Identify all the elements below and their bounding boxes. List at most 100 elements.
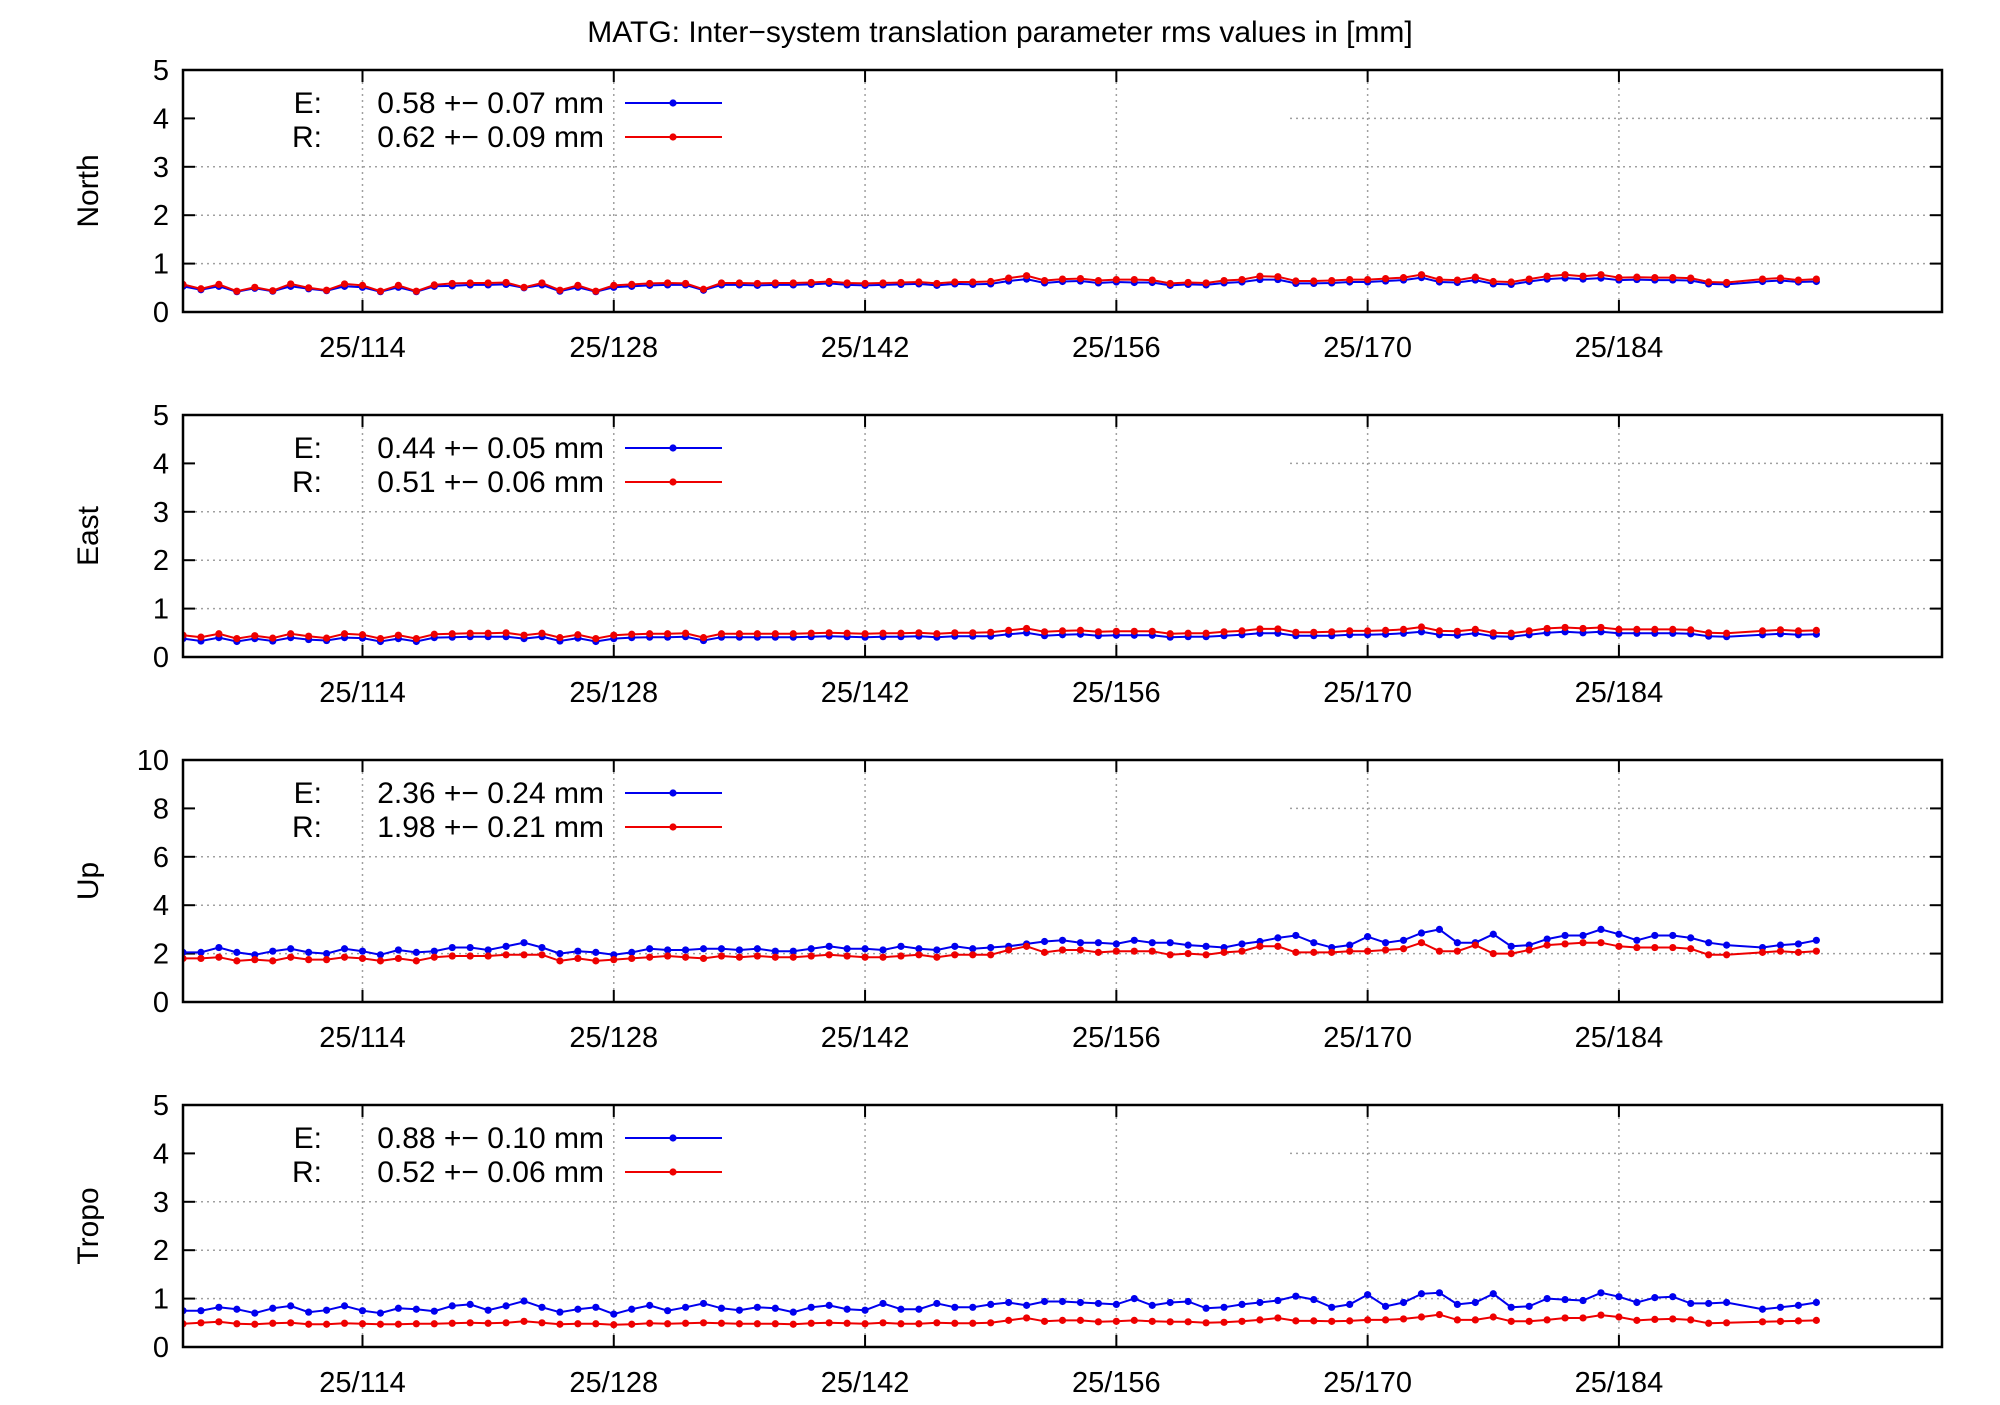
data-point	[322, 956, 331, 964]
data-point	[1274, 1314, 1282, 1322]
x-tick-label: 25/142	[821, 677, 910, 709]
data-point	[1364, 627, 1372, 635]
series-r	[183, 271, 1820, 295]
x-tick-label: 25/170	[1323, 1022, 1412, 1054]
data-point	[1292, 1292, 1300, 1300]
data-point	[1812, 1298, 1820, 1307]
data-point	[1058, 627, 1067, 635]
data-point	[269, 957, 277, 965]
data-point	[1723, 629, 1731, 637]
data-point	[789, 953, 797, 961]
data-point	[1256, 1316, 1264, 1324]
data-point	[520, 283, 528, 291]
data-point	[1776, 626, 1785, 634]
data-point	[1453, 947, 1461, 955]
data-point	[825, 942, 833, 950]
data-point	[1328, 628, 1336, 636]
data-point	[305, 632, 313, 640]
data-point	[538, 943, 546, 952]
data-point	[340, 1302, 349, 1310]
data-point	[664, 1307, 672, 1315]
data-point	[574, 1305, 582, 1313]
data-point	[1794, 276, 1803, 284]
data-point	[340, 630, 349, 638]
legend-series-name: E:	[294, 1122, 322, 1155]
data-point	[861, 279, 869, 288]
data-point	[1184, 629, 1192, 637]
y-tick-label: 0	[153, 1332, 169, 1364]
data-point	[502, 278, 510, 287]
data-point	[592, 1303, 600, 1311]
data-point	[1812, 626, 1820, 634]
data-point	[1812, 1316, 1820, 1324]
data-point	[807, 1303, 815, 1311]
data-point	[430, 1320, 438, 1328]
y-tick-label: 3	[153, 152, 169, 184]
data-point	[233, 635, 241, 643]
x-tick-label: 25/156	[1072, 677, 1161, 709]
x-tick-label: 25/156	[1072, 1367, 1161, 1399]
data-point	[1453, 939, 1461, 947]
data-point	[1669, 1293, 1677, 1301]
data-point	[322, 634, 331, 642]
data-point	[1202, 1304, 1210, 1312]
y-tick-label: 1	[153, 249, 169, 281]
data-point	[251, 956, 259, 964]
data-point	[233, 948, 241, 956]
legend-series-name: E:	[294, 777, 322, 810]
data-point	[1579, 931, 1587, 940]
data-point	[1597, 623, 1605, 632]
data-point	[1687, 274, 1695, 282]
data-point	[1238, 940, 1246, 948]
data-point	[1615, 942, 1623, 950]
data-point	[1274, 1296, 1282, 1305]
data-point	[1489, 629, 1497, 637]
data-point	[1507, 278, 1515, 286]
data-point	[340, 1319, 349, 1327]
y-tick-label: 2	[153, 939, 169, 971]
data-point	[1507, 942, 1515, 950]
data-point	[1023, 1301, 1031, 1309]
data-point	[1166, 279, 1174, 288]
data-point	[1202, 942, 1210, 950]
data-point	[502, 1302, 510, 1310]
data-point	[556, 950, 564, 958]
data-point	[520, 939, 528, 947]
data-point	[825, 277, 833, 286]
data-point	[1633, 273, 1641, 281]
data-point	[1597, 271, 1605, 279]
data-point	[1723, 941, 1731, 949]
data-point	[305, 1320, 313, 1328]
data-point	[1274, 625, 1282, 633]
data-point	[1399, 1298, 1408, 1307]
data-point	[681, 946, 690, 954]
data-point	[1184, 1318, 1192, 1326]
data-point	[879, 1299, 887, 1308]
data-point	[1112, 947, 1120, 955]
data-point	[664, 1320, 672, 1328]
data-point	[1435, 275, 1444, 284]
data-point	[1094, 939, 1102, 947]
data-point	[1040, 948, 1049, 956]
data-point	[1112, 1300, 1120, 1309]
data-point	[1058, 946, 1067, 954]
y-tick-label: 5	[153, 1090, 169, 1122]
series-line	[183, 1291, 1817, 1316]
y-axis-label: Up	[72, 862, 105, 900]
data-point	[1453, 1316, 1461, 1324]
data-point	[717, 630, 726, 638]
data-point	[1310, 939, 1318, 947]
data-point	[1346, 275, 1354, 284]
data-point	[969, 1303, 977, 1311]
data-point	[1023, 1314, 1031, 1322]
data-point	[448, 1319, 456, 1327]
data-point	[1471, 273, 1479, 281]
data-point	[933, 630, 941, 638]
data-point	[1148, 276, 1156, 284]
data-point	[1435, 627, 1444, 635]
data-point	[1166, 1318, 1174, 1326]
data-point	[269, 287, 277, 295]
data-point	[771, 1320, 779, 1328]
data-point	[197, 1307, 205, 1315]
legend-series-stats: 0.44 +− 0.05 mm	[377, 432, 604, 465]
